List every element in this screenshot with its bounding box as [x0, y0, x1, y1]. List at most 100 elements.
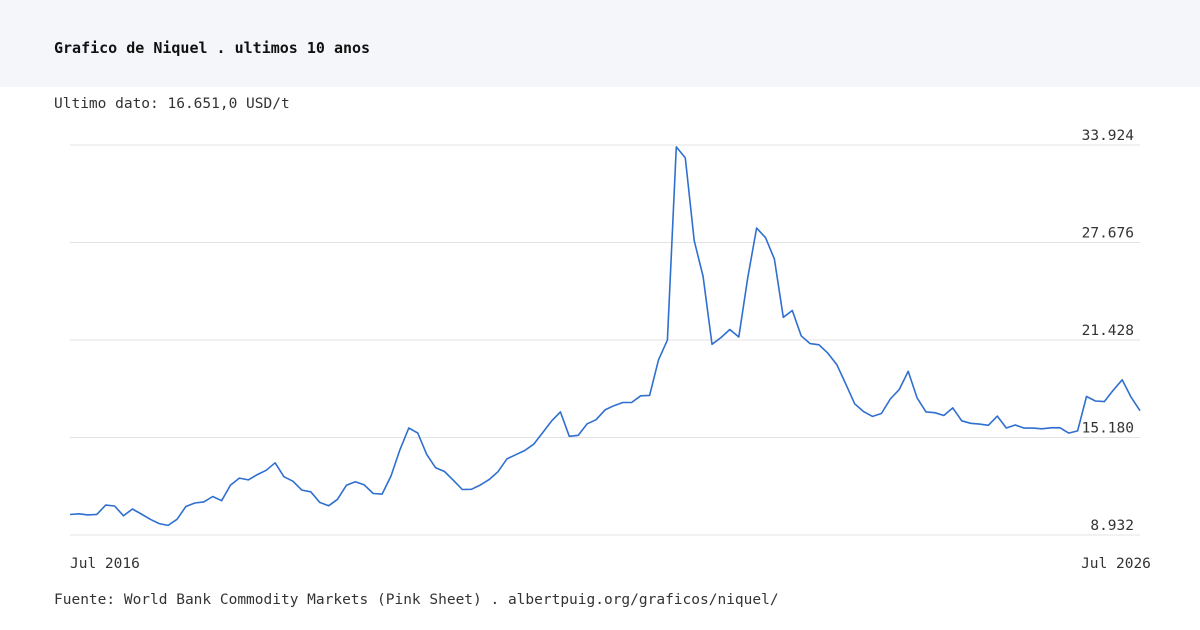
- data-point: [407, 427, 410, 430]
- data-point: [1049, 426, 1052, 429]
- data-point: [898, 388, 901, 391]
- x-tick-labels: Jul 2016 Jul 2026: [70, 556, 1151, 572]
- data-point: [916, 396, 919, 399]
- data-point: [309, 490, 312, 493]
- data-point: [657, 358, 660, 361]
- data-point: [131, 508, 134, 511]
- data-point: [1139, 409, 1142, 412]
- data-point: [479, 484, 482, 487]
- data-point: [327, 504, 330, 507]
- data-point: [835, 363, 838, 366]
- data-point: [568, 435, 571, 438]
- data-point: [452, 479, 455, 482]
- data-point: [390, 475, 393, 478]
- grid-lines: [70, 144, 1140, 536]
- x-tick-label-1: Jul 2026: [1081, 556, 1151, 572]
- data-point: [675, 145, 678, 148]
- data-point: [1112, 389, 1115, 392]
- data-point: [140, 513, 143, 516]
- data-point: [737, 336, 740, 339]
- data-point: [960, 419, 963, 422]
- data-point: [158, 522, 161, 525]
- data-point: [274, 461, 277, 464]
- data-point: [336, 498, 339, 501]
- data-point: [586, 422, 589, 425]
- data-point: [95, 513, 98, 516]
- data-point: [541, 431, 544, 434]
- chart-title: Grafico de Niquel . ultimos 10 anos: [54, 39, 371, 57]
- data-point: [247, 478, 250, 481]
- data-point: [318, 501, 321, 504]
- data-point: [532, 443, 535, 446]
- data-point: [497, 470, 500, 473]
- data-point: [291, 480, 294, 483]
- data-point: [844, 383, 847, 386]
- data-point: [300, 489, 303, 492]
- data-point: [149, 518, 152, 521]
- data-point: [684, 156, 687, 159]
- data-point: [523, 449, 526, 452]
- data-point: [122, 514, 125, 517]
- data-point: [69, 513, 72, 516]
- data-point: [595, 418, 598, 421]
- data-point: [1067, 432, 1070, 435]
- data-point: [550, 420, 553, 423]
- data-point: [648, 394, 651, 397]
- data-point: [755, 227, 758, 230]
- data-point: [809, 342, 812, 345]
- data-point: [773, 258, 776, 261]
- data-point: [505, 457, 508, 460]
- data-point: [1005, 427, 1008, 430]
- data-point: [1058, 426, 1061, 429]
- price-series-line: [69, 146, 1141, 527]
- y-tick-label-1: 27.676: [1082, 226, 1134, 242]
- data-point: [176, 518, 179, 521]
- y-tick-label-0: 33.924: [1082, 128, 1135, 144]
- data-point: [800, 334, 803, 337]
- data-point: [711, 343, 714, 346]
- data-point: [104, 504, 107, 507]
- data-point: [559, 410, 562, 413]
- y-tick-labels: 33.924 27.676 21.428 15.180 8.932: [1082, 128, 1135, 534]
- data-point: [425, 453, 428, 456]
- data-point: [113, 505, 116, 508]
- data-point: [1121, 378, 1124, 381]
- data-point: [416, 432, 419, 435]
- data-point: [1014, 424, 1017, 427]
- data-point: [853, 402, 856, 405]
- data-point: [630, 401, 633, 404]
- data-point: [238, 477, 241, 480]
- data-point: [746, 277, 749, 280]
- data-point: [265, 469, 268, 472]
- data-point: [461, 488, 464, 491]
- data-point: [612, 404, 615, 407]
- data-point: [381, 493, 384, 496]
- data-point: [702, 275, 705, 278]
- data-point: [1023, 427, 1026, 430]
- data-point: [719, 336, 722, 339]
- data-point: [363, 483, 366, 486]
- data-point: [621, 401, 624, 404]
- data-point: [283, 475, 286, 478]
- data-point: [488, 478, 491, 481]
- data-point: [969, 422, 972, 425]
- y-tick-label-4: 8.932: [1090, 518, 1134, 534]
- data-point: [577, 434, 580, 437]
- data-point: [211, 495, 214, 498]
- series-layer: [69, 145, 1142, 527]
- source-footnote: Fuente: World Bank Commodity Markets (Pi…: [54, 592, 779, 608]
- data-point: [1094, 400, 1097, 403]
- data-point: [871, 415, 874, 418]
- data-point: [604, 408, 607, 411]
- data-point: [791, 309, 794, 312]
- y-tick-label-2: 21.428: [1082, 323, 1134, 339]
- data-point: [639, 394, 642, 397]
- data-point: [818, 343, 821, 346]
- data-point: [764, 236, 767, 239]
- data-point: [728, 328, 731, 331]
- data-point: [889, 398, 892, 401]
- data-point: [1032, 427, 1035, 430]
- latest-value-label: Ultimo dato: 16.651,0 USD/t: [54, 96, 290, 112]
- data-point: [220, 499, 223, 502]
- data-point: [345, 484, 348, 487]
